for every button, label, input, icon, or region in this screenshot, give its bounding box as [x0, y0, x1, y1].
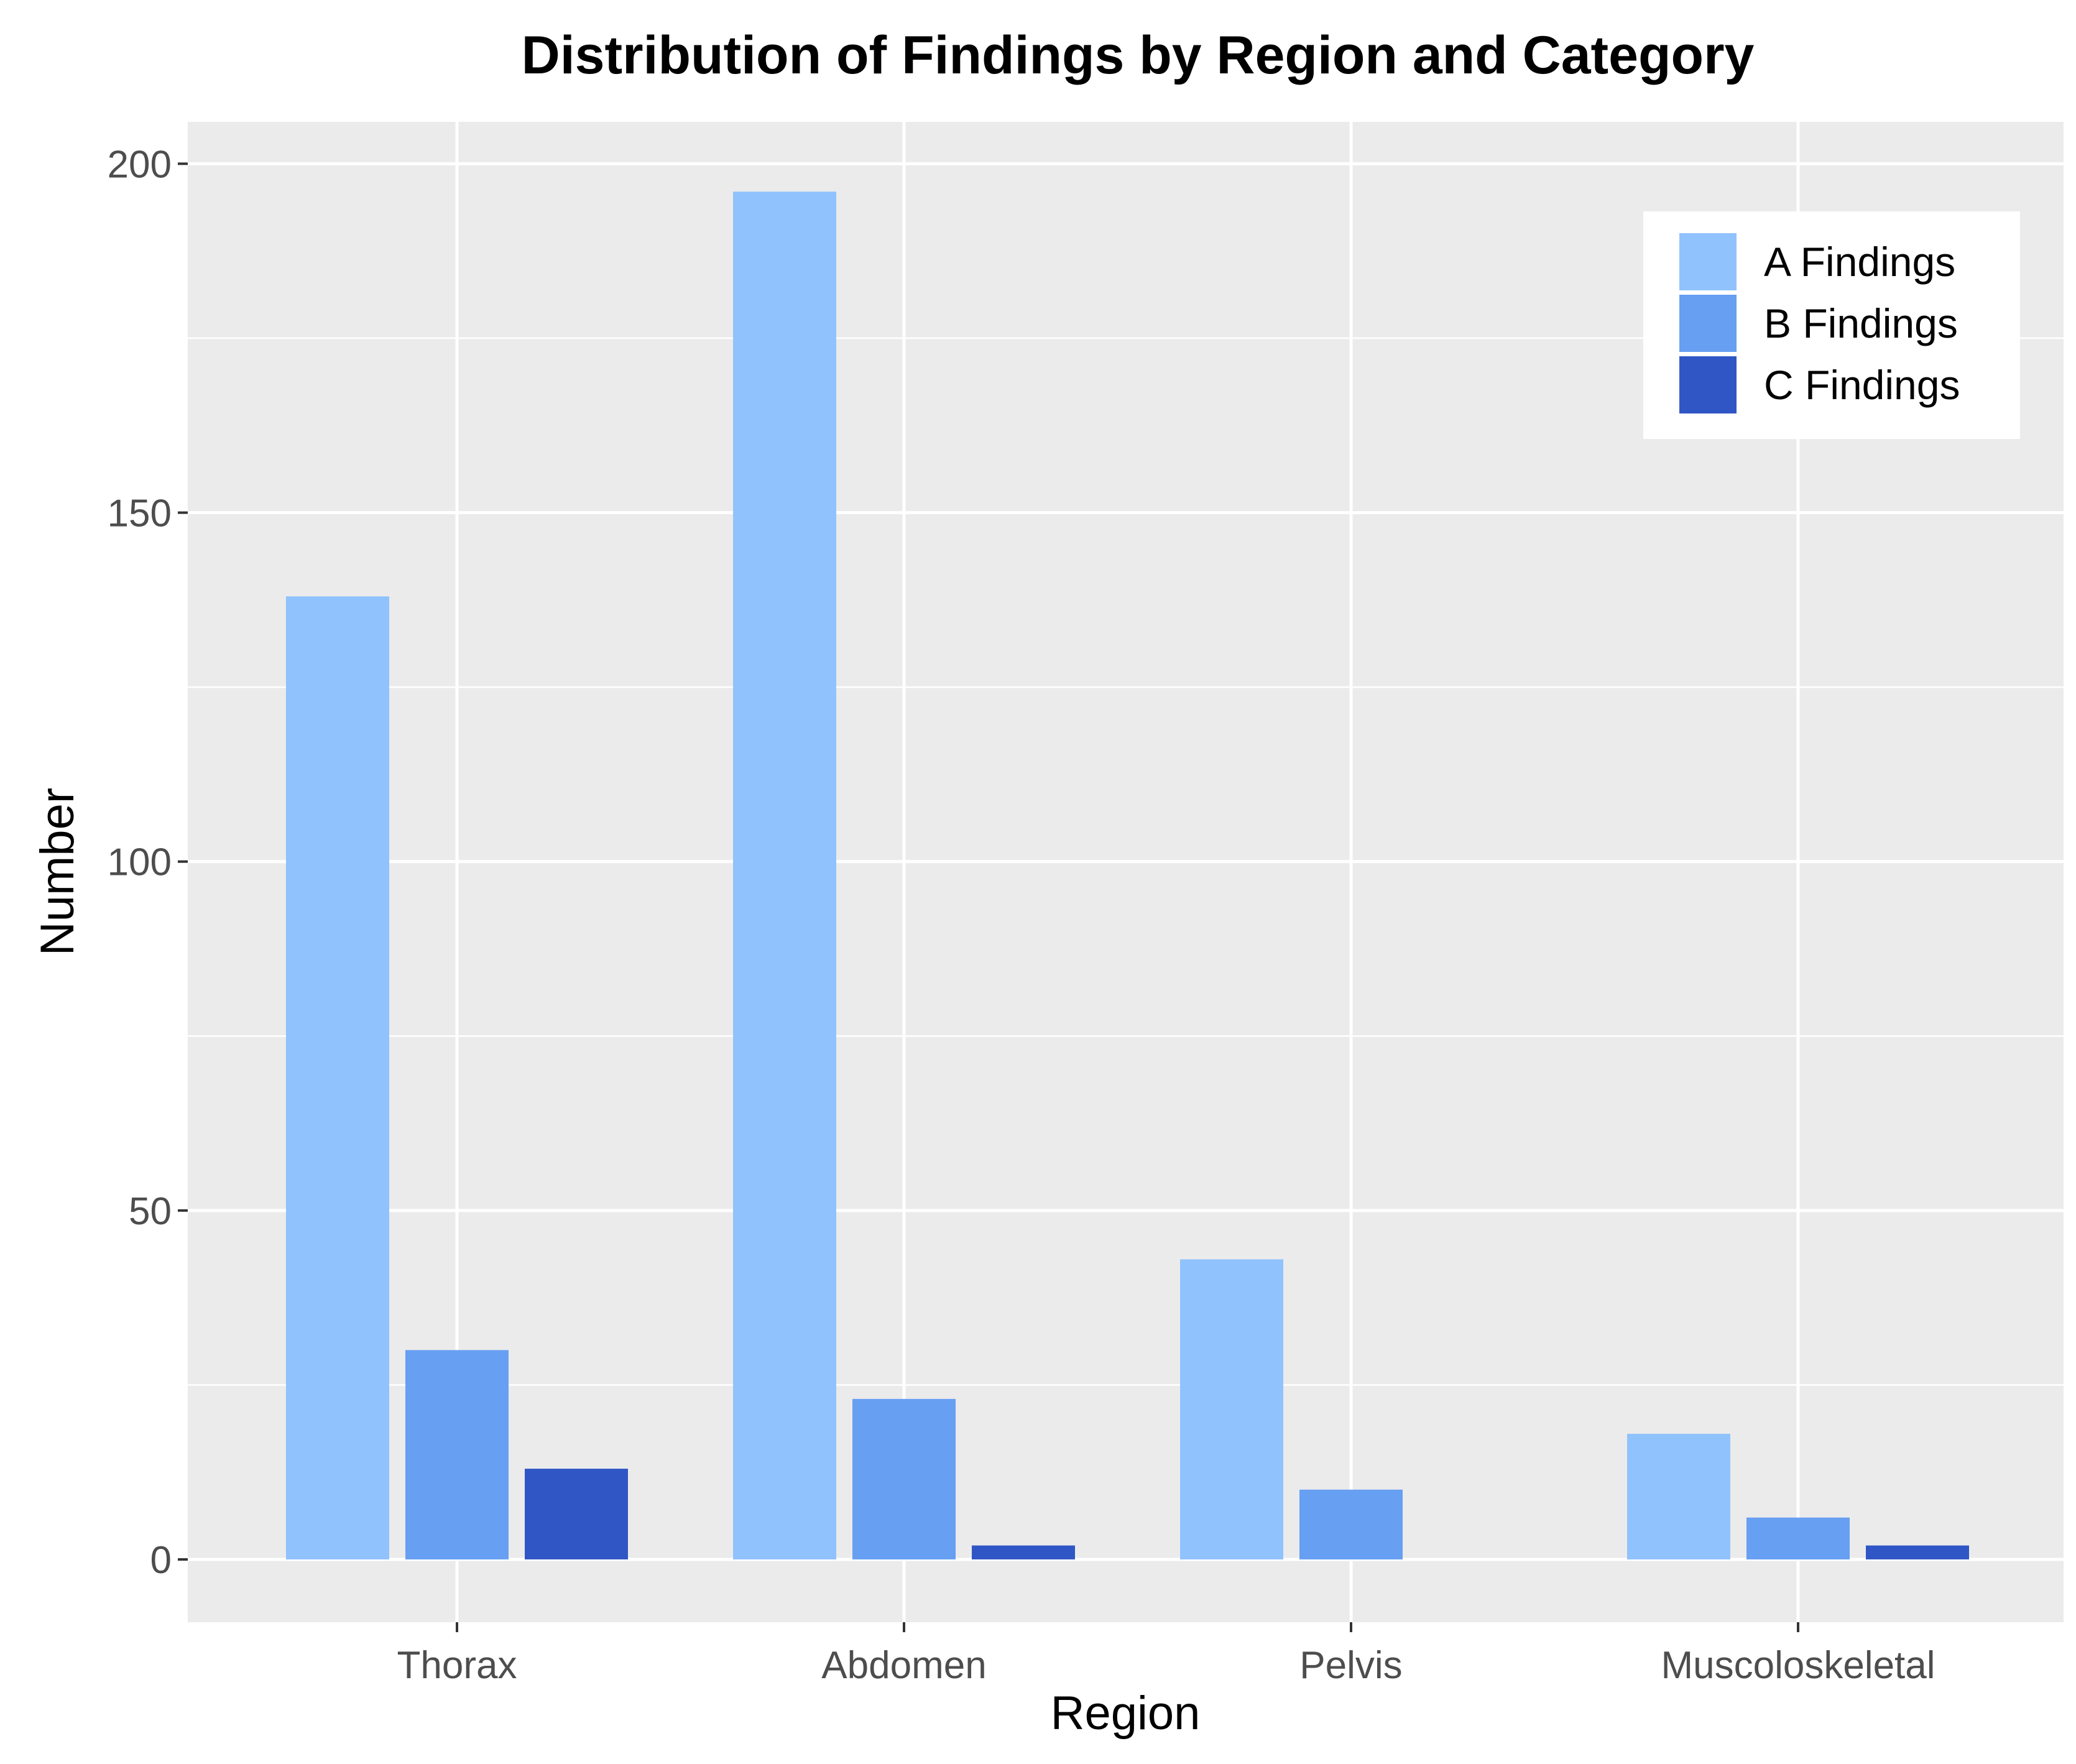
x-tick-label: Thorax	[397, 1644, 517, 1687]
bar	[733, 192, 836, 1559]
y-tick-label: 50	[129, 1190, 172, 1233]
bar	[286, 596, 389, 1559]
chart-title: Distribution of Findings by Region and C…	[522, 25, 1755, 85]
x-axis: Thorax Abdomen Pelvis Muscoloskeletal	[397, 1622, 1935, 1687]
x-tick-label: Abdomen	[821, 1644, 986, 1687]
bar	[525, 1469, 628, 1559]
bar	[852, 1398, 956, 1559]
y-axis: 0 50 100 150 200	[108, 143, 188, 1582]
legend-label: A Findings	[1764, 239, 1955, 285]
legend-label: C Findings	[1764, 362, 1960, 408]
y-tick-label: 150	[108, 492, 172, 535]
bar	[1627, 1433, 1730, 1559]
legend-label: B Findings	[1764, 300, 1958, 346]
x-tick-label: Muscoloskeletal	[1661, 1644, 1935, 1687]
x-tick-label: Pelvis	[1299, 1644, 1402, 1687]
y-tick-label: 100	[108, 841, 172, 884]
bar	[1866, 1545, 1969, 1559]
bar	[1299, 1489, 1403, 1559]
x-axis-label: Region	[1051, 1687, 1201, 1740]
bar	[1180, 1259, 1283, 1559]
y-axis-label: Number	[31, 788, 84, 956]
bar	[405, 1350, 509, 1559]
legend-key	[1679, 356, 1737, 413]
legend-key	[1679, 233, 1737, 290]
bars	[286, 192, 1969, 1559]
legend: A Findings B Findings C Findings	[1643, 211, 2020, 439]
y-tick-label: 0	[150, 1539, 172, 1582]
legend-key	[1679, 295, 1737, 352]
y-tick-label: 200	[108, 143, 172, 186]
bar	[972, 1545, 1075, 1559]
bar	[1746, 1517, 1850, 1559]
